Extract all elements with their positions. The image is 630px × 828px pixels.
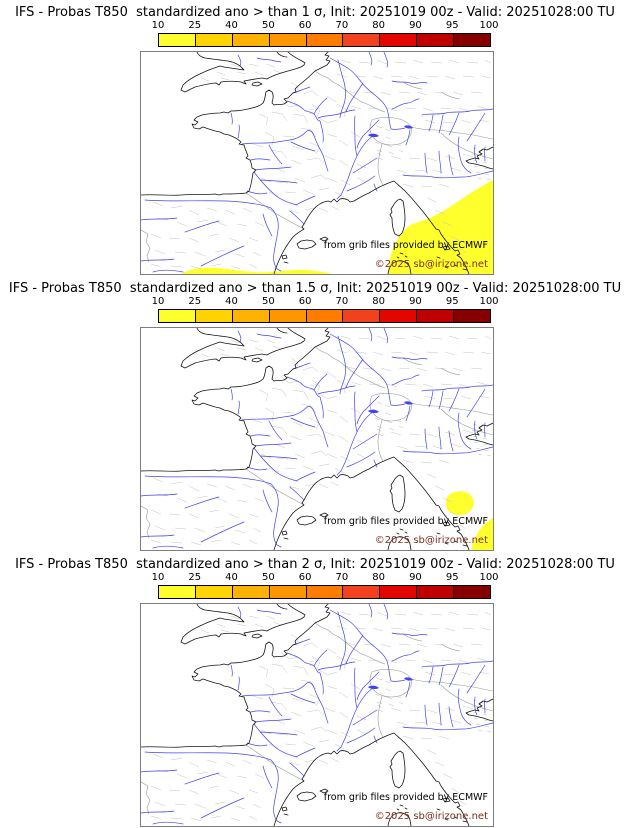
colorbar-tick-label: 10 bbox=[151, 20, 165, 31]
colorbar-segment bbox=[416, 586, 454, 598]
copyright-text: ©2025 sb@irizone.net bbox=[374, 259, 488, 270]
colorbar-tick-label: 25 bbox=[188, 572, 202, 583]
colorbar-tick-label: 70 bbox=[335, 572, 349, 583]
colorbar-segment bbox=[342, 310, 380, 322]
colorbar-segment bbox=[194, 310, 232, 322]
colorbar-tick-label: 10 bbox=[151, 296, 165, 307]
colorbar-segment bbox=[159, 586, 195, 598]
colorbar-tick-label: 40 bbox=[225, 20, 238, 31]
colorbar-segment bbox=[231, 310, 269, 322]
panel-title: IFS - Probas T850 standardized ano > tha… bbox=[15, 5, 615, 20]
panel-title: IFS - Probas T850 standardized ano > tha… bbox=[8, 281, 622, 296]
colorbar-tick-label: 10 bbox=[151, 572, 165, 583]
colorbar-ticks: 10 25 40 50 60 70 80 90 95 100 bbox=[152, 572, 499, 584]
colorbar-tick-label: 50 bbox=[261, 572, 275, 583]
probability-colorbar bbox=[158, 309, 491, 323]
colorbar-tick-label: 25 bbox=[188, 20, 202, 31]
colorbar-segment bbox=[159, 310, 195, 322]
copyright-text: ©2025 sb@irizone.net bbox=[374, 811, 488, 822]
colorbar-tick-label: 60 bbox=[298, 20, 312, 31]
colorbar-tick-label: 80 bbox=[372, 20, 386, 31]
colorbar-tick-label: 100 bbox=[479, 296, 499, 307]
colorbar-segment bbox=[416, 310, 454, 322]
colorbar-tick-label: 95 bbox=[445, 572, 459, 583]
colorbar-tick-label: 90 bbox=[409, 572, 422, 583]
probability-region bbox=[445, 491, 474, 516]
colorbar-tick-label: 40 bbox=[225, 296, 238, 307]
probability-colorbar bbox=[158, 33, 491, 47]
colorbar-tick-label: 50 bbox=[261, 20, 275, 31]
probability-region bbox=[181, 267, 331, 274]
colorbar-segment bbox=[379, 34, 417, 46]
colorbar-tick-label: 70 bbox=[335, 296, 349, 307]
probability-region bbox=[388, 180, 493, 274]
colorbar-ticks: 10 25 40 50 60 70 80 90 95 100 bbox=[152, 296, 499, 308]
colorbar-tick-label: 70 bbox=[335, 20, 349, 31]
colorbar-segment bbox=[268, 586, 306, 598]
colorbar-segment bbox=[268, 34, 306, 46]
colorbar-tick-label: 100 bbox=[479, 572, 499, 583]
colorbar-segment bbox=[159, 34, 195, 46]
colorbar-tick-label: 80 bbox=[372, 572, 386, 583]
colorbar-segment bbox=[342, 586, 380, 598]
colorbar-segment bbox=[231, 586, 269, 598]
probability-overlay bbox=[181, 180, 493, 274]
probability-overlay bbox=[445, 491, 493, 550]
colorbar-segment bbox=[305, 586, 343, 598]
colorbar-tick-label: 60 bbox=[298, 572, 312, 583]
colorbar-segment bbox=[453, 34, 491, 46]
colorbar-tick-label: 90 bbox=[409, 296, 422, 307]
colorbar-tick-label: 80 bbox=[372, 296, 386, 307]
colorbar-tick-label: 50 bbox=[261, 296, 275, 307]
colorbar-segment bbox=[416, 34, 454, 46]
colorbar-segment bbox=[379, 310, 417, 322]
colorbar-tick-label: 95 bbox=[445, 20, 459, 31]
credit-text: from grib files provided by ECMWF bbox=[323, 516, 488, 527]
forecast-panel-1.5sigma: IFS - Probas T850 standardized ano > tha… bbox=[0, 276, 630, 552]
colorbar-segment bbox=[268, 310, 306, 322]
map-svg bbox=[141, 328, 493, 550]
forecast-panel-1sigma: IFS - Probas T850 standardized ano > tha… bbox=[0, 0, 630, 276]
forecast-panel-2sigma: IFS - Probas T850 standardized ano > tha… bbox=[0, 552, 630, 828]
colorbar-tick-label: 25 bbox=[188, 296, 202, 307]
colorbar-segment bbox=[305, 34, 343, 46]
map-svg bbox=[141, 52, 493, 274]
colorbar-ticks: 10 25 40 50 60 70 80 90 95 100 bbox=[152, 20, 499, 32]
probability-colorbar bbox=[158, 585, 491, 599]
colorbar-tick-label: 40 bbox=[225, 572, 238, 583]
colorbar-tick-label: 95 bbox=[445, 296, 459, 307]
colorbar-tick-label: 90 bbox=[409, 20, 422, 31]
credit-text: from grib files provided by ECMWF bbox=[323, 240, 488, 251]
colorbar-segment bbox=[453, 310, 491, 322]
map-canvas: from grib files provided by ECMWF ©2025 … bbox=[140, 327, 494, 551]
colorbar-tick-label: 100 bbox=[479, 20, 499, 31]
colorbar-segment bbox=[379, 586, 417, 598]
colorbar-segment bbox=[453, 586, 491, 598]
colorbar-tick-label: 60 bbox=[298, 296, 312, 307]
colorbar-segment bbox=[231, 34, 269, 46]
map-canvas: from grib files provided by ECMWF ©2025 … bbox=[140, 51, 494, 275]
map-canvas: from grib files provided by ECMWF ©2025 … bbox=[140, 603, 494, 827]
probability-region bbox=[471, 518, 493, 550]
colorbar-segment bbox=[194, 586, 232, 598]
colorbar-segment bbox=[194, 34, 232, 46]
panel-title: IFS - Probas T850 standardized ano > tha… bbox=[15, 557, 615, 572]
colorbar-segment bbox=[305, 310, 343, 322]
copyright-text: ©2025 sb@irizone.net bbox=[374, 535, 488, 546]
credit-text: from grib files provided by ECMWF bbox=[323, 792, 488, 803]
colorbar-segment bbox=[342, 34, 380, 46]
